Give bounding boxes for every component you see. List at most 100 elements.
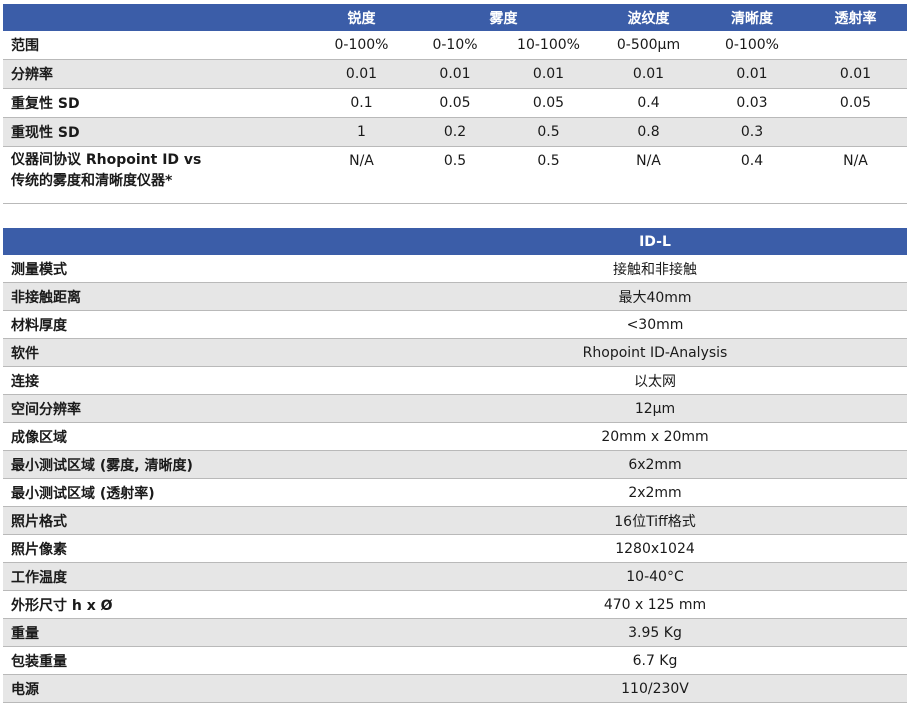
row-label: 电源	[3, 674, 403, 703]
table-cell: 0.01	[597, 59, 700, 89]
row-label-line1: 仪器间协议 Rhopoint ID vs	[11, 152, 202, 168]
header-waviness: 波纹度	[597, 4, 700, 31]
table-cell: Rhopoint ID-Analysis	[403, 338, 907, 367]
table-cell: 0.05	[500, 88, 597, 118]
row-label: 非接触距离	[3, 282, 403, 311]
row-label-line2: 传统的雾度和清晰度仪器*	[11, 173, 173, 189]
table-row: 外形尺寸 h x Ø 470 x 125 mm	[3, 590, 907, 619]
table-header-row: ID-L	[3, 228, 907, 255]
table-cell: N/A	[597, 146, 700, 204]
row-label: 重复性 SD	[3, 88, 313, 118]
table-cell: 0.01	[700, 59, 804, 89]
header-cell-empty	[3, 4, 313, 31]
row-label: 外形尺寸 h x Ø	[3, 590, 403, 619]
table-cell: 0-500µm	[597, 31, 700, 60]
row-label: 分辨率	[3, 59, 313, 89]
row-label: 测量模式	[3, 255, 403, 283]
row-label: 重现性 SD	[3, 117, 313, 147]
table-cell: 0.01	[804, 59, 907, 89]
table-cell: 0.05	[804, 88, 907, 118]
table-row: 测量模式 接触和非接触	[3, 255, 907, 283]
table-cell: 110/230V	[403, 674, 907, 703]
table-cell: 0.5	[410, 146, 500, 204]
table-row: 重现性 SD 1 0.2 0.5 0.8 0.3	[3, 117, 907, 147]
table-cell: 以太网	[403, 366, 907, 395]
row-label: 照片像素	[3, 534, 403, 563]
table-cell: N/A	[313, 146, 410, 204]
table-cell: 3.95 Kg	[403, 618, 907, 647]
header-sharpness: 锐度	[313, 4, 410, 31]
table-cell: 0.2	[410, 117, 500, 147]
header-transmission: 透射率	[804, 4, 907, 31]
row-label: 仪器间协议 Rhopoint ID vs 传统的雾度和清晰度仪器*	[3, 146, 313, 204]
table-row: 仪器间协议 Rhopoint ID vs 传统的雾度和清晰度仪器* N/A 0.…	[3, 146, 907, 204]
header-model: ID-L	[403, 228, 907, 255]
table-cell: 0.01	[313, 59, 410, 89]
table-row: 分辨率 0.01 0.01 0.01 0.01 0.01 0.01	[3, 59, 907, 89]
table-cell: 1280x1024	[403, 534, 907, 563]
row-label: 空间分辨率	[3, 394, 403, 423]
table-cell: 0-100%	[313, 31, 410, 60]
row-label: 材料厚度	[3, 310, 403, 339]
table-cell: 2x2mm	[403, 478, 907, 507]
table-header-row: 锐度 雾度 波纹度 清晰度 透射率	[3, 4, 907, 31]
table-row: 重复性 SD 0.1 0.05 0.05 0.4 0.03 0.05	[3, 88, 907, 118]
table-cell: 6.7 Kg	[403, 646, 907, 675]
table-cell: 20mm x 20mm	[403, 422, 907, 451]
header-cell-empty	[3, 228, 403, 255]
header-clarity: 清晰度	[700, 4, 804, 31]
table-row: 材料厚度 <30mm	[3, 310, 907, 339]
instrument-spec-table: ID-L 测量模式 接触和非接触 非接触距离 最大40mm 材料厚度 <30mm 软件…	[3, 228, 907, 703]
table-row: 重量 3.95 Kg	[3, 618, 907, 647]
table-row: 空间分辨率 12µm	[3, 394, 907, 423]
table-cell: 16位Tiff格式	[403, 506, 907, 535]
table-cell: 0.5	[500, 146, 597, 204]
row-label: 包装重量	[3, 646, 403, 675]
table-cell: 0.01	[410, 59, 500, 89]
table-cell: N/A	[804, 146, 907, 204]
table-cell: 0.05	[410, 88, 500, 118]
row-label: 最小测试区域 (雾度, 清晰度)	[3, 450, 403, 479]
table-row: 工作温度 10-40°C	[3, 562, 907, 591]
table-cell: 10-40°C	[403, 562, 907, 591]
table-cell: 1	[313, 117, 410, 147]
table-cell: 0.5	[500, 117, 597, 147]
table-cell: 0.4	[700, 146, 804, 204]
table-row: 连接 以太网	[3, 366, 907, 395]
table-row: 范围 0-100% 0-10% 10-100% 0-500µm 0-100%	[3, 31, 907, 60]
table-cell: <30mm	[403, 310, 907, 339]
row-label: 范围	[3, 31, 313, 60]
row-label: 连接	[3, 366, 403, 395]
table-row: 照片像素 1280x1024	[3, 534, 907, 563]
measurement-spec-table: 锐度 雾度 波纹度 清晰度 透射率 范围 0-100% 0-10% 10-100…	[3, 4, 907, 204]
table-row: 非接触距离 最大40mm	[3, 282, 907, 311]
table-cell: 最大40mm	[403, 282, 907, 311]
table-row: 电源 110/230V	[3, 674, 907, 703]
row-label: 重量	[3, 618, 403, 647]
table-cell	[804, 31, 907, 60]
table-cell: 接触和非接触	[403, 255, 907, 283]
row-label: 最小测试区域 (透射率)	[3, 478, 403, 507]
table-cell: 0.8	[597, 117, 700, 147]
row-label: 工作温度	[3, 562, 403, 591]
table-row: 包装重量 6.7 Kg	[3, 646, 907, 675]
table-cell: 0-100%	[700, 31, 804, 60]
table-cell: 470 x 125 mm	[403, 590, 907, 619]
header-haze: 雾度	[410, 4, 597, 31]
table-row: 照片格式 16位Tiff格式	[3, 506, 907, 535]
table-row: 成像区域 20mm x 20mm	[3, 422, 907, 451]
table-cell: 12µm	[403, 394, 907, 423]
table-cell: 0-10%	[410, 31, 500, 60]
table-cell: 0.03	[700, 88, 804, 118]
table-cell: 0.4	[597, 88, 700, 118]
row-label: 软件	[3, 338, 403, 367]
table-cell	[804, 117, 907, 147]
table-row: 最小测试区域 (透射率) 2x2mm	[3, 478, 907, 507]
row-label: 成像区域	[3, 422, 403, 451]
table-cell: 0.1	[313, 88, 410, 118]
table-row: 软件 Rhopoint ID-Analysis	[3, 338, 907, 367]
table-cell: 0.3	[700, 117, 804, 147]
table-row: 最小测试区域 (雾度, 清晰度) 6x2mm	[3, 450, 907, 479]
row-label: 照片格式	[3, 506, 403, 535]
table-cell: 6x2mm	[403, 450, 907, 479]
